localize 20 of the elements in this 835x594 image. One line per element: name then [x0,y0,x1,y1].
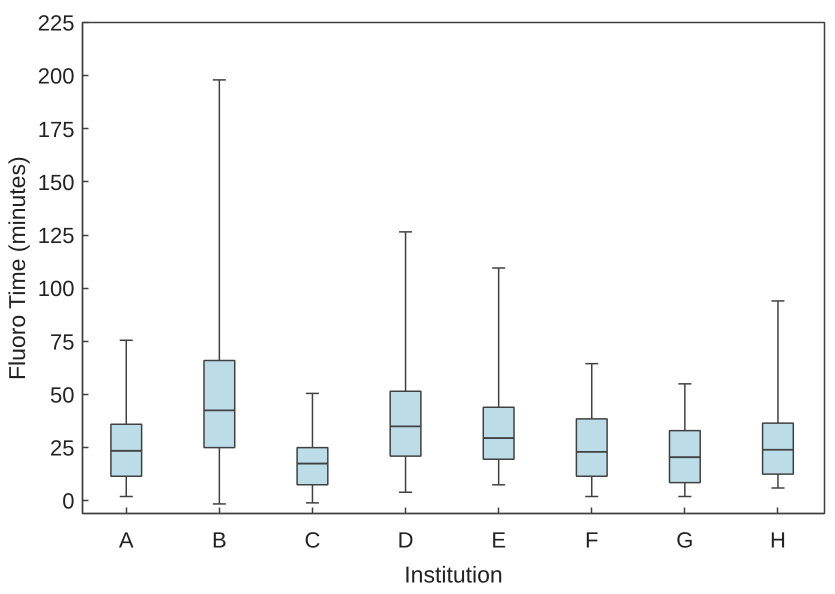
y-tick-label: 175 [38,116,75,142]
y-tick-label: 100 [38,276,75,302]
x-axis-title: Institution [404,562,503,588]
x-tick-label: C [304,528,321,552]
x-tick-label: B [212,528,227,552]
x-tick-label: G [676,528,694,552]
y-tick-label: 0 [62,488,75,514]
y-tick-label: 200 [38,64,75,89]
y-tick-label: 75 [50,329,75,354]
y-tick-label: 25 [50,436,75,461]
x-tick-label: A [118,528,134,552]
y-tick-label: 225 [38,10,75,36]
y-tick-label: 50 [50,382,75,408]
x-tick-label: F [585,528,598,552]
y-tick-label: 150 [38,170,75,195]
x-tick-label: D [398,528,414,552]
y-tick-label: 125 [38,223,75,248]
x-tick-label: E [491,528,506,552]
y-axis-title: Fluoro Time (minutes) [4,156,30,380]
x-tick-label: H [770,528,786,552]
